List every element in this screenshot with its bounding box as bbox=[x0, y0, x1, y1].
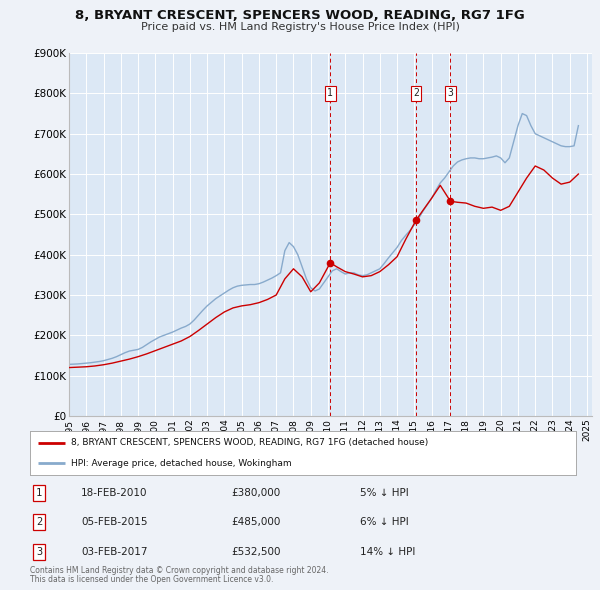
Text: 6% ↓ HPI: 6% ↓ HPI bbox=[360, 517, 409, 527]
Text: 05-FEB-2015: 05-FEB-2015 bbox=[81, 517, 148, 527]
Text: Contains HM Land Registry data © Crown copyright and database right 2024.: Contains HM Land Registry data © Crown c… bbox=[30, 566, 329, 575]
Text: £485,000: £485,000 bbox=[231, 517, 280, 527]
Text: 3: 3 bbox=[36, 547, 42, 556]
Text: 03-FEB-2017: 03-FEB-2017 bbox=[81, 547, 148, 556]
Text: 8, BRYANT CRESCENT, SPENCERS WOOD, READING, RG7 1FG: 8, BRYANT CRESCENT, SPENCERS WOOD, READI… bbox=[75, 9, 525, 22]
Text: 2: 2 bbox=[413, 88, 419, 99]
Text: 2: 2 bbox=[36, 517, 42, 527]
Text: 14% ↓ HPI: 14% ↓ HPI bbox=[360, 547, 415, 556]
Text: 3: 3 bbox=[448, 88, 454, 99]
Text: This data is licensed under the Open Government Licence v3.0.: This data is licensed under the Open Gov… bbox=[30, 575, 274, 584]
Text: 18-FEB-2010: 18-FEB-2010 bbox=[81, 488, 148, 497]
Text: Price paid vs. HM Land Registry's House Price Index (HPI): Price paid vs. HM Land Registry's House … bbox=[140, 22, 460, 32]
Text: 5% ↓ HPI: 5% ↓ HPI bbox=[360, 488, 409, 497]
Text: £380,000: £380,000 bbox=[231, 488, 280, 497]
Text: 1: 1 bbox=[36, 488, 42, 497]
Text: 1: 1 bbox=[328, 88, 333, 99]
Text: HPI: Average price, detached house, Wokingham: HPI: Average price, detached house, Woki… bbox=[71, 458, 292, 467]
Text: £532,500: £532,500 bbox=[231, 547, 281, 556]
Text: 8, BRYANT CRESCENT, SPENCERS WOOD, READING, RG7 1FG (detached house): 8, BRYANT CRESCENT, SPENCERS WOOD, READI… bbox=[71, 438, 428, 447]
